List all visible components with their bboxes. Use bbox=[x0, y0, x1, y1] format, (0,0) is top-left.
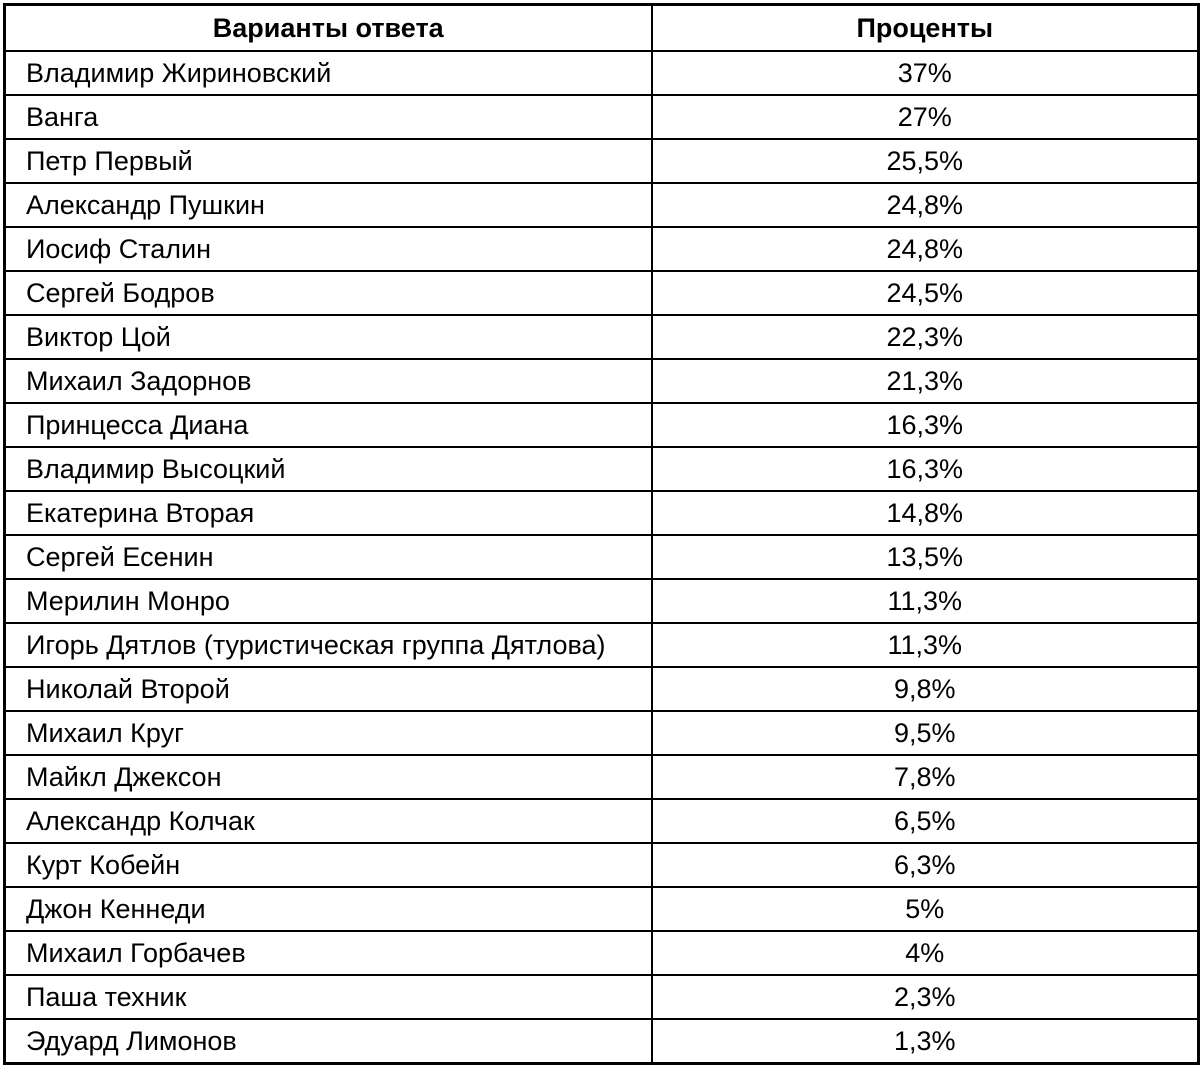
percent-cell: 27% bbox=[650, 94, 1200, 140]
answer-cell: Курт Кобейн bbox=[3, 842, 653, 888]
percent-cell: 21,3% bbox=[650, 358, 1200, 404]
percent-cell: 37% bbox=[650, 50, 1200, 96]
answer-cell: Александр Пушкин bbox=[3, 182, 653, 228]
percent-cell: 16,3% bbox=[650, 446, 1200, 492]
table-row: Александр Пушкин 24,8% bbox=[3, 182, 1200, 228]
answer-cell: Екатерина Вторая bbox=[3, 490, 653, 536]
percent-cell: 25,5% bbox=[650, 138, 1200, 184]
table-row: Курт Кобейн 6,3% bbox=[3, 842, 1200, 888]
table-header: Варианты ответа Проценты bbox=[3, 3, 1200, 52]
percent-cell: 11,3% bbox=[650, 622, 1200, 668]
percent-cell: 6,3% bbox=[650, 842, 1200, 888]
table-row: Александр Колчак 6,5% bbox=[3, 798, 1200, 844]
table-row: Сергей Есенин 13,5% bbox=[3, 534, 1200, 580]
answer-cell: Михаил Горбачев bbox=[3, 930, 653, 976]
table-body: Владимир Жириновский 37% Ванга 27% Петр Перв… bbox=[3, 50, 1200, 1065]
table-row: Мерилин Монро 11,3% bbox=[3, 578, 1200, 624]
table-row: Николай Второй 9,8% bbox=[3, 666, 1200, 712]
table-row: Виктор Цой 22,3% bbox=[3, 314, 1200, 360]
table-row: Игорь Дятлов (туристическая группа Дятло… bbox=[3, 622, 1200, 668]
answer-cell: Сергей Бодров bbox=[3, 270, 653, 316]
percent-cell: 24,8% bbox=[650, 182, 1200, 228]
answer-cell: Паша техник bbox=[3, 974, 653, 1020]
percent-cell: 4% bbox=[650, 930, 1200, 976]
table-row: Петр Первый 25,5% bbox=[3, 138, 1200, 184]
answer-cell: Михаил Круг bbox=[3, 710, 653, 756]
column-header-percent: Проценты bbox=[650, 3, 1200, 52]
answer-cell: Джон Кеннеди bbox=[3, 886, 653, 932]
percent-cell: 24,5% bbox=[650, 270, 1200, 316]
table-row: Эдуард Лимонов 1,3% bbox=[3, 1018, 1200, 1065]
percent-cell: 22,3% bbox=[650, 314, 1200, 360]
answer-cell: Николай Второй bbox=[3, 666, 653, 712]
header-row: Варианты ответа Проценты bbox=[3, 3, 1200, 52]
table-row: Владимир Высоцкий 16,3% bbox=[3, 446, 1200, 492]
poll-results-table: Варианты ответа Проценты Владимир Жирино… bbox=[3, 3, 1200, 1065]
table-row: Майкл Джексон 7,8% bbox=[3, 754, 1200, 800]
percent-cell: 2,3% bbox=[650, 974, 1200, 1020]
table-row: Михаил Горбачев 4% bbox=[3, 930, 1200, 976]
percent-cell: 16,3% bbox=[650, 402, 1200, 448]
table-row: Иосиф Сталин 24,8% bbox=[3, 226, 1200, 272]
answer-cell: Майкл Джексон bbox=[3, 754, 653, 800]
answer-cell: Принцесса Диана bbox=[3, 402, 653, 448]
percent-cell: 24,8% bbox=[650, 226, 1200, 272]
column-header-answer: Варианты ответа bbox=[3, 3, 653, 52]
table-row: Паша техник 2,3% bbox=[3, 974, 1200, 1020]
percent-cell: 7,8% bbox=[650, 754, 1200, 800]
table-row: Михаил Круг 9,5% bbox=[3, 710, 1200, 756]
answer-cell: Иосиф Сталин bbox=[3, 226, 653, 272]
percent-cell: 9,5% bbox=[650, 710, 1200, 756]
percent-cell: 1,3% bbox=[650, 1018, 1200, 1065]
table-row: Екатерина Вторая 14,8% bbox=[3, 490, 1200, 536]
answer-cell: Эдуард Лимонов bbox=[3, 1018, 653, 1065]
answer-cell: Виктор Цой bbox=[3, 314, 653, 360]
answer-cell: Сергей Есенин bbox=[3, 534, 653, 580]
percent-cell: 14,8% bbox=[650, 490, 1200, 536]
answer-cell: Петр Первый bbox=[3, 138, 653, 184]
percent-cell: 9,8% bbox=[650, 666, 1200, 712]
answer-cell: Владимир Высоцкий bbox=[3, 446, 653, 492]
percent-cell: 5% bbox=[650, 886, 1200, 932]
table-row: Ванга 27% bbox=[3, 94, 1200, 140]
answer-cell: Михаил Задорнов bbox=[3, 358, 653, 404]
answer-cell: Ванга bbox=[3, 94, 653, 140]
table-row: Сергей Бодров 24,5% bbox=[3, 270, 1200, 316]
percent-cell: 11,3% bbox=[650, 578, 1200, 624]
answer-cell: Александр Колчак bbox=[3, 798, 653, 844]
percent-cell: 6,5% bbox=[650, 798, 1200, 844]
poll-results-page: Варианты ответа Проценты Владимир Жирино… bbox=[0, 3, 1200, 1065]
table-row: Михаил Задорнов 21,3% bbox=[3, 358, 1200, 404]
answer-cell: Владимир Жириновский bbox=[3, 50, 653, 96]
answer-cell: Мерилин Монро bbox=[3, 578, 653, 624]
table-row: Владимир Жириновский 37% bbox=[3, 50, 1200, 96]
percent-cell: 13,5% bbox=[650, 534, 1200, 580]
answer-cell: Игорь Дятлов (туристическая группа Дятло… bbox=[3, 622, 653, 668]
table-row: Джон Кеннеди 5% bbox=[3, 886, 1200, 932]
table-row: Принцесса Диана 16,3% bbox=[3, 402, 1200, 448]
